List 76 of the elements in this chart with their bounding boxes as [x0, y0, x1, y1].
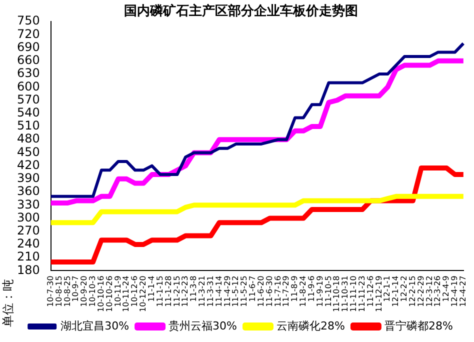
y-tick-label: 450 [17, 144, 40, 159]
y-tick-label: 480 [17, 132, 40, 146]
x-tick-label: 11-8-24 [298, 276, 308, 307]
chart-title: 国内磷矿石主产区部分企业车板价走势图 [124, 3, 358, 20]
x-tick-label: 11-11-10 [349, 276, 358, 312]
x-tick-label: 12-4-19 [450, 276, 460, 307]
x-tick-label: 12-4-27 [458, 276, 468, 307]
x-tick-label: 11-7-16 [273, 276, 282, 307]
legend-label: 晋宁磷都28% [384, 319, 453, 332]
x-tick-label: 11-8-9 [290, 276, 300, 302]
y-tick-label: 330 [17, 197, 40, 212]
x-tick-label: 11-10-18 [332, 276, 342, 312]
y-axis-title: 单位：吨 [1, 278, 15, 329]
y-tick-label: 270 [17, 223, 40, 238]
x-tick-label: 11-12-6 [366, 276, 375, 307]
x-tick-label: 12-1-14 [391, 276, 400, 307]
y-tick-label: 750 [17, 14, 40, 28]
y-tick-label: 240 [17, 236, 40, 251]
x-tick-label: 10-11-24 [122, 276, 131, 312]
x-tick-label: 12-2-29 [416, 276, 426, 307]
x-tick-label: 10-11-9 [113, 276, 122, 307]
x-tick-label: 11-3-8 [189, 276, 198, 302]
x-tick-label: 10-12-20 [138, 276, 148, 312]
x-tick-label: 10-8-15 [54, 276, 64, 307]
y-tick-label: 540 [17, 105, 40, 120]
y-tick-label: 690 [17, 40, 40, 54]
y-tick-label: 180 [17, 262, 40, 277]
x-tick-label: 11-4-14 [214, 276, 224, 307]
y-tick-label: 510 [17, 118, 40, 133]
x-tick-label: 11-6-30 [264, 276, 274, 307]
x-tick-label: 10-9-20 [80, 276, 89, 307]
x-tick-label: 11-12-19 [374, 276, 384, 312]
x-tick-label: 12-1-1 [382, 276, 392, 302]
x-tick-label: 11-7-29 [282, 276, 291, 307]
x-tick-label: 11-1-15 [155, 276, 164, 307]
x-tick-label: 11-10-31 [340, 276, 350, 312]
x-tick-label: 11-3-31 [206, 276, 215, 307]
y-tick-label: 300 [17, 210, 40, 224]
x-tick-label: 12-3-12 [424, 276, 434, 307]
x-tick-label: 12-4-9 [442, 276, 451, 302]
x-tick-label: 11-1-28 [164, 276, 173, 307]
y-tick-label: 660 [17, 53, 40, 68]
y-tick-label: 600 [17, 79, 40, 94]
y-tick-label: 630 [17, 66, 40, 80]
x-tick-label: 12-2-2 [400, 276, 409, 302]
legend-label: 湖北宜昌30% [60, 319, 130, 332]
x-tick-label: 11-2-15 [172, 276, 182, 307]
x-tick-label: 11-6-20 [256, 276, 266, 307]
y-tick-label: 420 [17, 158, 40, 172]
y-tick-label: 570 [17, 92, 40, 106]
x-tick-label: 11-6-7 [248, 276, 258, 302]
x-tick-label: 10-10-3 [88, 276, 98, 307]
x-tick-label: 10-10-26 [104, 276, 114, 312]
y-tick-label: 210 [17, 250, 40, 264]
x-tick-label: 11-4-29 [222, 276, 232, 307]
x-tick-label: 11-5-12 [231, 276, 240, 307]
x-tick-label: 10-10-16 [96, 276, 106, 312]
x-tick-label: 11-5-25 [240, 276, 249, 307]
x-tick-label: 11-3-21 [198, 276, 207, 307]
y-tick-label: 390 [17, 171, 40, 186]
legend-label: 贵州云福30% [168, 319, 238, 332]
x-tick-label: 12-2-15 [408, 276, 417, 307]
x-tick-label: 10-8-25 [62, 276, 72, 307]
legend-label: 云南磷化28% [276, 319, 345, 332]
y-tick-label: 360 [17, 184, 40, 198]
x-tick-label: 10-9-7 [71, 276, 80, 302]
x-tick-label: 11-9-19 [315, 276, 324, 307]
x-tick-label: 11-11-23 [357, 276, 366, 312]
x-tick-label: 11-9-6 [306, 276, 316, 302]
x-tick-label: 10-7-30 [46, 276, 55, 307]
y-tick-label: 720 [17, 26, 40, 41]
x-tick-label: 11-10-5 [324, 276, 333, 307]
x-tick-label: 11-1-4 [147, 276, 156, 302]
x-tick-label: 11-2-23 [180, 276, 190, 307]
x-tick-label: 10-12-6 [130, 276, 140, 307]
x-tick-label: 12-3-26 [433, 276, 442, 307]
